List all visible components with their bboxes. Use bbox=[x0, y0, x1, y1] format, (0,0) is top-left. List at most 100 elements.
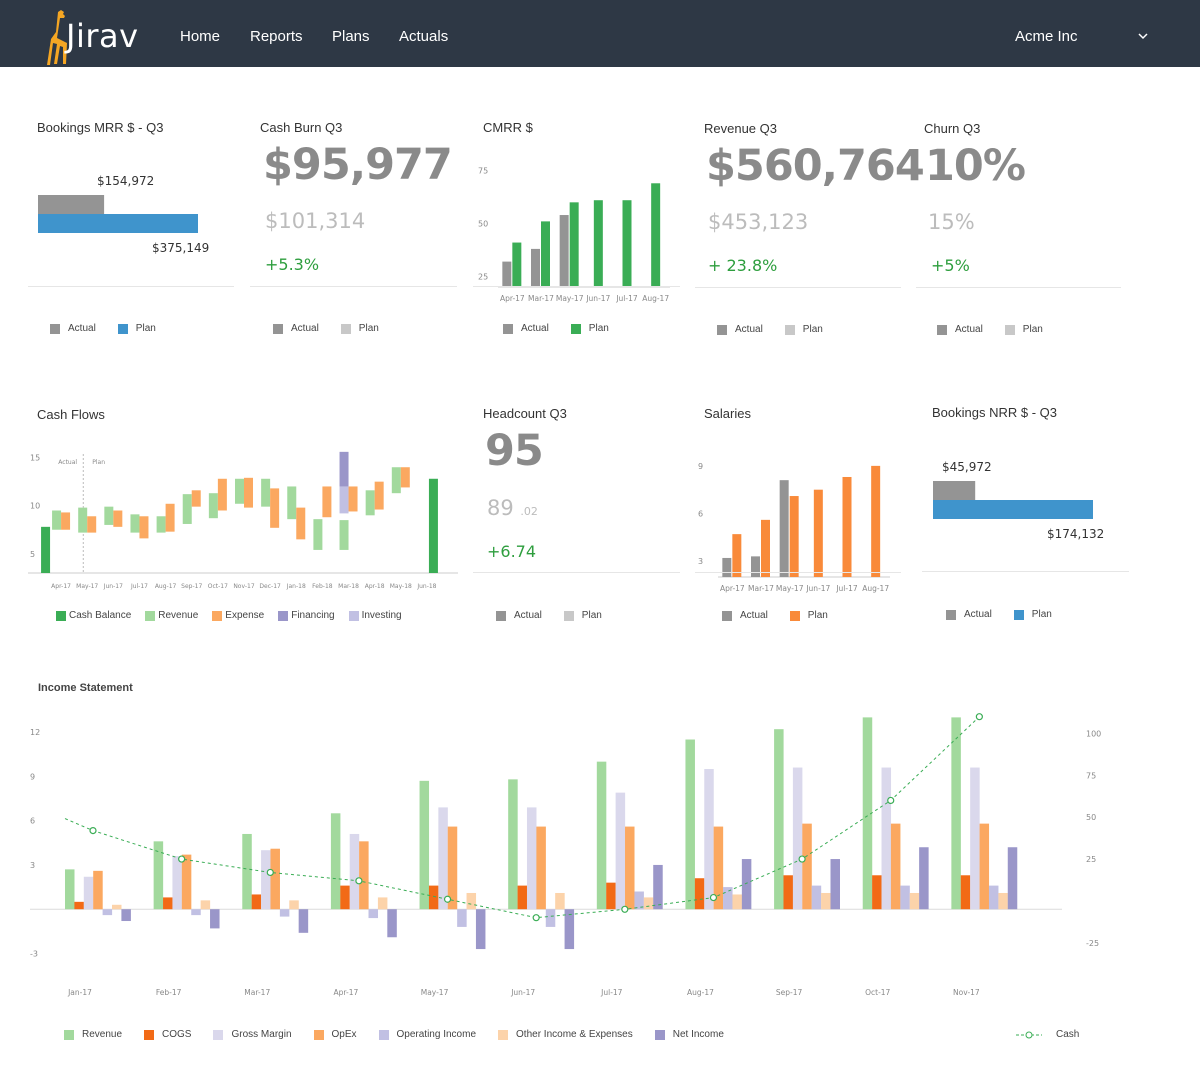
legend-actual[interactable]: Actual bbox=[503, 323, 549, 334]
bookings-mrr-plan-bar bbox=[38, 214, 198, 233]
expense-bar bbox=[87, 516, 97, 533]
legend-plan[interactable]: Plan bbox=[1013, 609, 1052, 620]
legend-revenue[interactable]: Revenue bbox=[64, 1029, 122, 1040]
gross-margin-bar bbox=[792, 767, 803, 910]
cogs-bar bbox=[251, 894, 262, 910]
legend-plan[interactable]: Plan bbox=[117, 323, 156, 334]
actual-bar bbox=[779, 480, 789, 577]
legend-cash-balance[interactable]: Cash Balance bbox=[56, 610, 131, 621]
cash-line-legend[interactable]: Cash bbox=[1016, 1029, 1079, 1040]
income-statement-title: Income Statement bbox=[38, 682, 133, 694]
legend-plan[interactable]: Plan bbox=[784, 324, 823, 335]
legend-plan[interactable]: Plan bbox=[1004, 324, 1043, 335]
cogs-bar bbox=[960, 875, 971, 910]
legend-plan[interactable]: Plan bbox=[340, 323, 379, 334]
cash-point bbox=[621, 905, 629, 913]
operating-income-bar bbox=[723, 887, 733, 910]
giraffe-logo-icon[interactable] bbox=[36, 8, 146, 66]
expense-bar bbox=[270, 488, 280, 528]
plan-bar bbox=[842, 476, 852, 577]
divider bbox=[473, 286, 680, 287]
legend-plan[interactable]: Plan bbox=[789, 610, 828, 621]
cogs-bar bbox=[517, 885, 528, 910]
revenue-bar bbox=[685, 739, 695, 910]
revenue-bar bbox=[330, 813, 341, 910]
legend-other-income[interactable]: Other Income & Expenses bbox=[498, 1029, 633, 1040]
revenue-bar bbox=[65, 869, 75, 910]
legend-opex[interactable]: OpEx bbox=[313, 1029, 357, 1040]
actual-bar bbox=[502, 261, 512, 287]
plan-bar bbox=[871, 465, 881, 577]
legend-actual[interactable]: Actual bbox=[717, 324, 763, 335]
actual-bar bbox=[751, 556, 760, 577]
operating-income-bar bbox=[191, 909, 201, 916]
salaries-legend: Actual Plan bbox=[722, 610, 850, 621]
legend-cogs[interactable]: COGS bbox=[144, 1029, 191, 1040]
left-y-tick-label: 6 bbox=[30, 817, 35, 826]
operating-income-bar bbox=[634, 891, 644, 910]
other-income-bar bbox=[555, 892, 565, 910]
legend-actual[interactable]: Actual bbox=[496, 610, 542, 621]
legend-net-income[interactable]: Net Income bbox=[654, 1029, 724, 1040]
x-tick-label: Jun-17 bbox=[585, 294, 610, 303]
company-selector[interactable]: Acme Inc bbox=[1015, 28, 1078, 45]
gross-margin-bar bbox=[615, 792, 626, 910]
salaries-title: Salaries bbox=[704, 406, 751, 421]
net-income-bar bbox=[741, 859, 752, 910]
legend-revenue[interactable]: Revenue bbox=[145, 610, 198, 621]
expense-bar bbox=[322, 486, 332, 518]
nav-plans[interactable]: Plans bbox=[332, 28, 370, 45]
revenue-bar bbox=[339, 520, 349, 550]
divider bbox=[250, 286, 457, 287]
x-tick-label: Apr-17 bbox=[51, 583, 71, 590]
legend-actual[interactable]: Actual bbox=[722, 610, 768, 621]
expense-bar bbox=[113, 510, 123, 527]
cash-balance-bar bbox=[428, 478, 438, 573]
right-y-tick-label: 100 bbox=[1086, 729, 1101, 738]
left-y-tick-label: 3 bbox=[30, 861, 35, 870]
legend-expense[interactable]: Expense bbox=[212, 610, 264, 621]
bookings-nrr-legend: Actual Plan bbox=[946, 609, 1074, 620]
chevron-down-icon[interactable] bbox=[1136, 31, 1150, 41]
legend-plan[interactable]: Plan bbox=[570, 323, 609, 334]
nav-reports[interactable]: Reports bbox=[250, 28, 303, 45]
app-name[interactable]: Jirav bbox=[66, 17, 139, 55]
nav-actuals[interactable]: Actuals bbox=[399, 28, 449, 45]
nav-home[interactable]: Home bbox=[180, 28, 221, 45]
plan-bar bbox=[761, 519, 770, 577]
x-tick-label: Aug-17 bbox=[687, 988, 714, 997]
legend-investing[interactable]: Investing bbox=[348, 610, 402, 621]
x-tick-label: Nov-17 bbox=[233, 583, 255, 590]
gross-margin-bar bbox=[172, 856, 182, 910]
income-statement-legend: Revenue COGS Gross Margin OpEx Operating… bbox=[64, 1029, 746, 1040]
other-income-bar bbox=[289, 900, 299, 910]
revenue-delta: + 23.8% bbox=[708, 256, 778, 275]
legend-actual[interactable]: Actual bbox=[946, 609, 992, 620]
x-tick-label: Apr-17 bbox=[720, 584, 745, 593]
x-tick-label: Jan-18 bbox=[286, 583, 306, 590]
left-y-tick-label: 9 bbox=[30, 772, 35, 781]
bookings-mrr-chart bbox=[38, 195, 198, 233]
legend-gross-margin[interactable]: Gross Margin bbox=[213, 1029, 292, 1040]
expense-bar bbox=[374, 481, 384, 510]
legend-actual[interactable]: Actual bbox=[273, 323, 319, 334]
cogs-bar bbox=[694, 878, 705, 910]
cogs-bar bbox=[428, 885, 439, 910]
bookings-nrr-chart bbox=[933, 481, 1093, 519]
legend-financing[interactable]: Financing bbox=[278, 610, 335, 621]
cash-point bbox=[975, 713, 983, 721]
cash-line bbox=[64, 716, 980, 919]
top-nav: Jirav Home Reports Plans Actuals Acme In… bbox=[0, 0, 1200, 67]
x-tick-label: Mar-17 bbox=[528, 294, 554, 303]
bookings-nrr-plan-bar bbox=[933, 500, 1093, 519]
x-tick-label: Mar-17 bbox=[748, 584, 774, 593]
legend-plan[interactable]: Plan bbox=[563, 610, 602, 621]
legend-actual[interactable]: Actual bbox=[937, 324, 983, 335]
legend-operating-income[interactable]: Operating Income bbox=[378, 1029, 476, 1040]
churn-value: 10% bbox=[925, 141, 1026, 191]
divider bbox=[473, 572, 680, 573]
cash-burn-delta: +5.3% bbox=[265, 255, 320, 274]
legend-actual[interactable]: Actual bbox=[50, 323, 96, 334]
plan-marker-label: Plan bbox=[92, 459, 105, 466]
bookings-nrr-plan-label: $174,132 bbox=[1047, 527, 1105, 541]
